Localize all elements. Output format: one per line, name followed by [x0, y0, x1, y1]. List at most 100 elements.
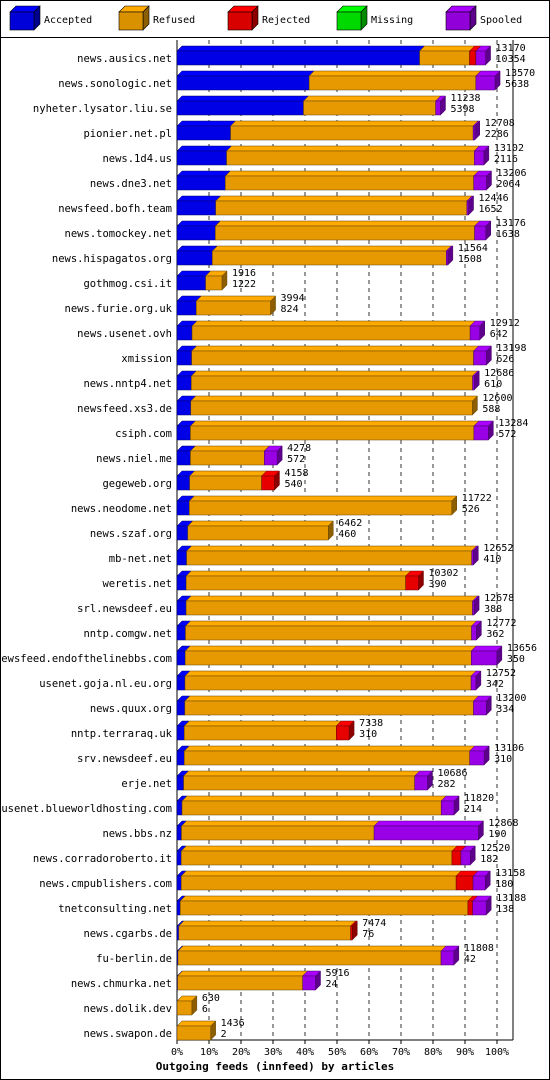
bar-front: [176, 50, 420, 66]
x-tick-label: 80%: [424, 1047, 442, 1058]
bar-segment: [176, 995, 198, 1016]
bar-top: [178, 920, 357, 927]
bar-front: [455, 875, 474, 891]
bar-top: [183, 745, 476, 752]
accepted-label: 2: [221, 1029, 227, 1040]
bar-top: [373, 820, 485, 827]
accepted-label: 588: [482, 404, 500, 415]
swatch-front: [227, 11, 253, 31]
accepted-label: 626: [496, 354, 514, 365]
bar-segment: [414, 770, 434, 791]
accepted-label: 282: [437, 779, 455, 790]
bar-front: [184, 675, 472, 691]
total-label: 12772: [486, 618, 516, 629]
bar-front: [176, 700, 186, 716]
bar-front: [176, 275, 206, 291]
bar-front: [230, 125, 474, 141]
bar-front: [473, 700, 487, 716]
accepted-label: 24: [325, 979, 337, 990]
bar-segment: [176, 220, 221, 241]
bar-front: [469, 50, 477, 66]
bar-front: [176, 875, 182, 891]
bar-segment: [472, 695, 492, 716]
bar-segment: [183, 770, 421, 791]
bar-front: [176, 550, 187, 566]
bar-segment: [405, 570, 425, 591]
x-axis-title: Outgoing feeds (innfeed) by articles: [156, 1060, 394, 1073]
bar-front: [178, 925, 351, 941]
total-label: 5916: [325, 968, 349, 979]
total-label: 12446: [479, 193, 509, 204]
bar-front: [185, 575, 406, 591]
bar-front: [181, 800, 442, 816]
bar-segment: [335, 720, 355, 741]
bar-top: [185, 545, 478, 552]
total-label: 12868: [488, 818, 518, 829]
bar-front: [176, 575, 187, 591]
bar-segment: [471, 545, 479, 566]
bar-front: [176, 650, 186, 666]
bar-front: [469, 750, 485, 766]
bar-top: [180, 870, 462, 877]
category-label: newsfeed.endofthelinebbs.com: [0, 653, 172, 665]
bar-front: [445, 250, 449, 266]
bar-front: [473, 350, 487, 366]
total-label: 12652: [483, 543, 513, 554]
bar-segment: [185, 570, 412, 591]
category-label: news.cmpublishers.com: [39, 878, 172, 890]
bar-segment: [472, 120, 481, 141]
bar-segment: [176, 45, 426, 66]
swatch-front: [9, 11, 35, 31]
bar-segment: [470, 670, 482, 691]
bar-segment: [475, 45, 492, 66]
bar-front: [176, 850, 182, 866]
bar-front: [467, 900, 473, 916]
category-label: news.ausics.net: [77, 53, 172, 65]
bar-top: [183, 720, 342, 727]
accepted-label: 390: [428, 579, 446, 590]
bar-front: [176, 125, 231, 141]
category-label: news.dne3.net: [90, 178, 172, 190]
bar-segment: [179, 895, 474, 916]
bar-segment: [469, 320, 486, 341]
total-label: 4278: [287, 443, 311, 454]
bar-top: [176, 170, 231, 177]
bar-front: [176, 525, 189, 541]
bar-front: [176, 800, 183, 816]
bar-segment: [215, 195, 473, 216]
bar-front: [184, 725, 337, 741]
accepted-label: 214: [464, 804, 482, 815]
bar-front: [176, 675, 186, 691]
bar-top: [184, 620, 478, 627]
bar-front: [176, 350, 192, 366]
bar-top: [190, 395, 478, 402]
bar-front: [350, 925, 353, 941]
accepted-label: 540: [284, 479, 302, 490]
bar-front: [176, 475, 190, 491]
bar-front: [176, 925, 180, 941]
bar-front: [414, 775, 428, 791]
bar-segment: [475, 70, 501, 91]
bar-front: [261, 475, 275, 491]
bar-segment: [176, 970, 309, 991]
legend-swatch: [118, 5, 150, 31]
x-tick-label: 70%: [392, 1047, 410, 1058]
bar-front: [472, 375, 475, 391]
bar-front: [186, 550, 472, 566]
bar-front: [440, 800, 455, 816]
bar-top: [191, 320, 476, 327]
total-label: 11808: [464, 943, 494, 954]
bar-segment: [473, 220, 492, 241]
category-label: usenet.goja.nl.eu.org: [39, 678, 172, 690]
bar-top: [185, 595, 479, 602]
bar-front: [187, 525, 329, 541]
bar-front: [181, 825, 375, 841]
bar-front: [264, 450, 278, 466]
bar-front: [189, 475, 262, 491]
bar-top: [181, 795, 447, 802]
bar-front: [176, 225, 216, 241]
accepted-label: 388: [484, 604, 502, 615]
bar-front: [215, 225, 475, 241]
total-label: 13656: [507, 643, 537, 654]
legend-swatch: [336, 5, 368, 31]
